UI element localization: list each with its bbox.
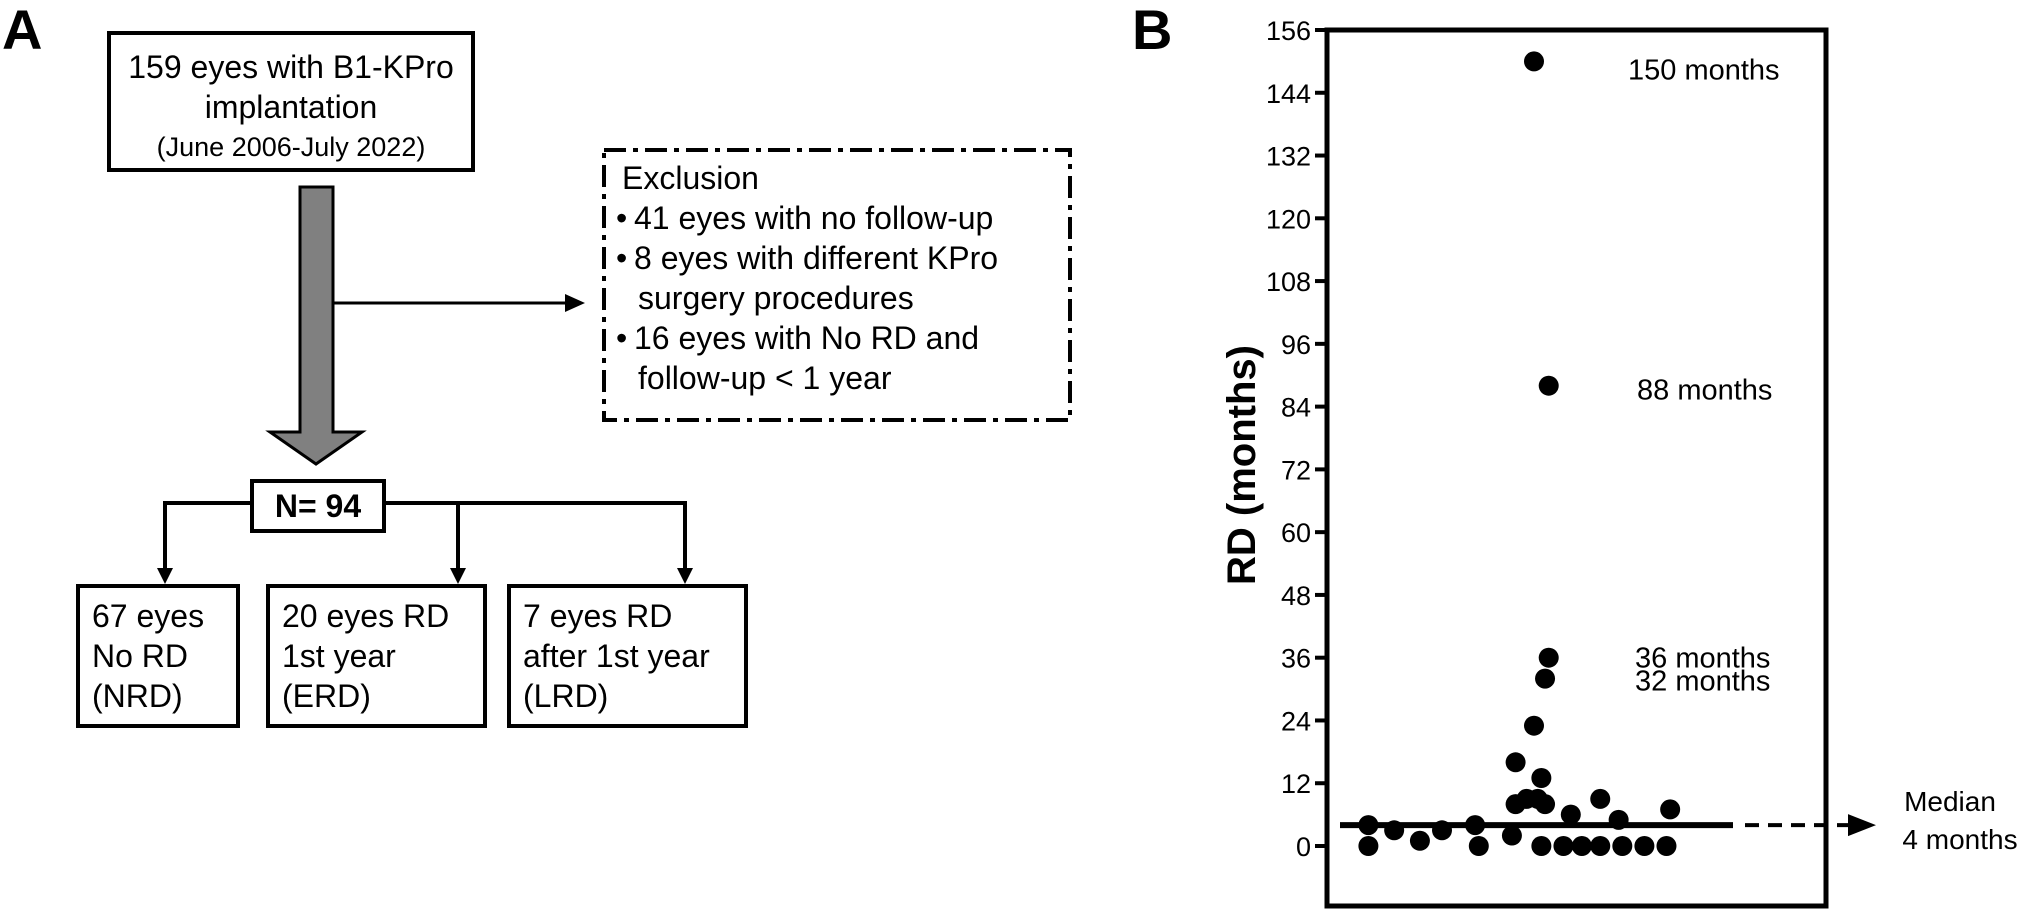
- exclusion-item-3: 16 eyes with No RD and: [634, 320, 980, 356]
- data-point: [1432, 820, 1452, 841]
- y-tick-label: 24: [1281, 706, 1311, 736]
- group-nrd-line1: 67 eyes: [92, 598, 205, 634]
- exclusion-item-2: 8 eyes with different KPro: [634, 240, 999, 276]
- group-erd-line1: 20 eyes RD: [282, 598, 450, 634]
- data-point: [1358, 836, 1379, 856]
- group-erd-line3: (ERD): [282, 678, 371, 714]
- data-point: [1538, 647, 1559, 668]
- y-tick-label: 0: [1296, 832, 1311, 862]
- data-point: [1660, 799, 1681, 820]
- data-point: [1590, 788, 1611, 809]
- y-tick-label: 108: [1266, 267, 1311, 297]
- y-tick-label: 156: [1266, 16, 1311, 46]
- median-label-line2: 4 months: [1902, 824, 2017, 855]
- total-eyes-box: 159 eyes with B1-KPro implantation (June…: [107, 31, 475, 172]
- group-nrd-line3: (NRD): [92, 678, 183, 714]
- branch-right: [386, 501, 687, 570]
- branch-right-head: [677, 568, 693, 584]
- data-point: [1409, 830, 1430, 851]
- exclusion-title: Exclusion: [622, 160, 759, 196]
- data-point: [1358, 815, 1379, 836]
- total-eyes-line1: 159 eyes with B1-KPro: [128, 49, 454, 85]
- data-point: [1524, 51, 1544, 72]
- y-tick-label: 120: [1266, 204, 1311, 234]
- data-point: [1535, 668, 1556, 689]
- data-point: [1505, 794, 1526, 815]
- data-point: [1634, 836, 1655, 856]
- y-tick-label: 60: [1281, 518, 1311, 548]
- exclusion-box: Exclusion • 41 eyes with no follow-up • …: [604, 150, 1070, 420]
- group-box-erd: 20 eyes RD 1st year (ERD): [266, 584, 487, 728]
- data-point: [1538, 375, 1559, 396]
- date-range: (June 2006-July 2022): [156, 132, 426, 162]
- n-total-box: N= 94: [250, 479, 386, 533]
- data-point: [1531, 768, 1552, 788]
- value-annotation: 150 months: [1628, 54, 1780, 86]
- group-erd-line2: 1st year: [282, 638, 396, 674]
- panel-a-label: A: [2, 0, 43, 61]
- data-point: [1571, 836, 1592, 856]
- median-label-line1: Median: [1904, 786, 1996, 817]
- group-lrd-line3: (LRD): [523, 678, 609, 714]
- data-point: [1535, 794, 1556, 815]
- group-lrd-line1: 7 eyes RD: [523, 598, 673, 634]
- data-point: [1465, 815, 1486, 836]
- value-annotation: 88 months: [1637, 375, 1772, 407]
- n-total-label: N= 94: [274, 488, 362, 524]
- plot-frame: [1324, 27, 1829, 909]
- main-down-arrow: [265, 185, 367, 466]
- data-point: [1524, 715, 1544, 736]
- group-nrd-line2: No RD: [92, 638, 189, 674]
- data-point: [1590, 836, 1611, 856]
- y-tick-label: 132: [1266, 142, 1311, 172]
- total-eyes-line2: implantation: [204, 89, 378, 125]
- value-annotation: 36 months: [1635, 643, 1770, 675]
- exclusion-item-3-cont: follow-up < 1 year: [638, 360, 892, 396]
- y-tick-label: 84: [1281, 393, 1311, 423]
- value-annotation: 32 months: [1635, 666, 1770, 698]
- data-point: [1531, 836, 1552, 856]
- exclusion-bullet-3: •: [616, 320, 628, 356]
- exclusion-arrow-head: [565, 294, 585, 312]
- exclusion-bullet-2: •: [616, 240, 628, 276]
- data-point: [1505, 752, 1526, 773]
- median-arrow-head: [1848, 814, 1876, 837]
- y-tick-label: 144: [1266, 79, 1311, 109]
- data-point: [1384, 820, 1405, 841]
- y-tick-label: 96: [1281, 330, 1311, 360]
- data-point: [1656, 836, 1677, 856]
- data-point: [1560, 804, 1581, 825]
- flowchart-connectors: [157, 148, 1072, 584]
- branch-left: [163, 501, 250, 570]
- y-axis-label: RD (months): [1220, 345, 1264, 585]
- group-box-nrd: 67 eyes No RD (NRD): [76, 584, 240, 728]
- data-point: [1612, 836, 1633, 856]
- exclusion-bullet-1: •: [616, 200, 628, 236]
- y-tick-label: 48: [1281, 581, 1311, 611]
- exclusion-item-1: 41 eyes with no follow-up: [634, 200, 994, 236]
- y-tick-label: 12: [1281, 769, 1311, 799]
- exclusion-item-2-cont: surgery procedures: [638, 280, 914, 316]
- y-tick-label: 72: [1281, 455, 1311, 485]
- data-point: [1608, 809, 1629, 830]
- branch-middle-head: [450, 568, 466, 584]
- panel-b-label: B: [1132, 0, 1173, 61]
- branch-left-head: [157, 568, 173, 584]
- data-point: [1468, 836, 1489, 856]
- y-tick-label: 36: [1281, 644, 1311, 674]
- data-point: [1553, 836, 1574, 856]
- data-point: [1501, 825, 1522, 846]
- group-box-lrd: 7 eyes RD after 1st year (LRD): [507, 584, 748, 728]
- group-lrd-line2: after 1st year: [523, 638, 710, 674]
